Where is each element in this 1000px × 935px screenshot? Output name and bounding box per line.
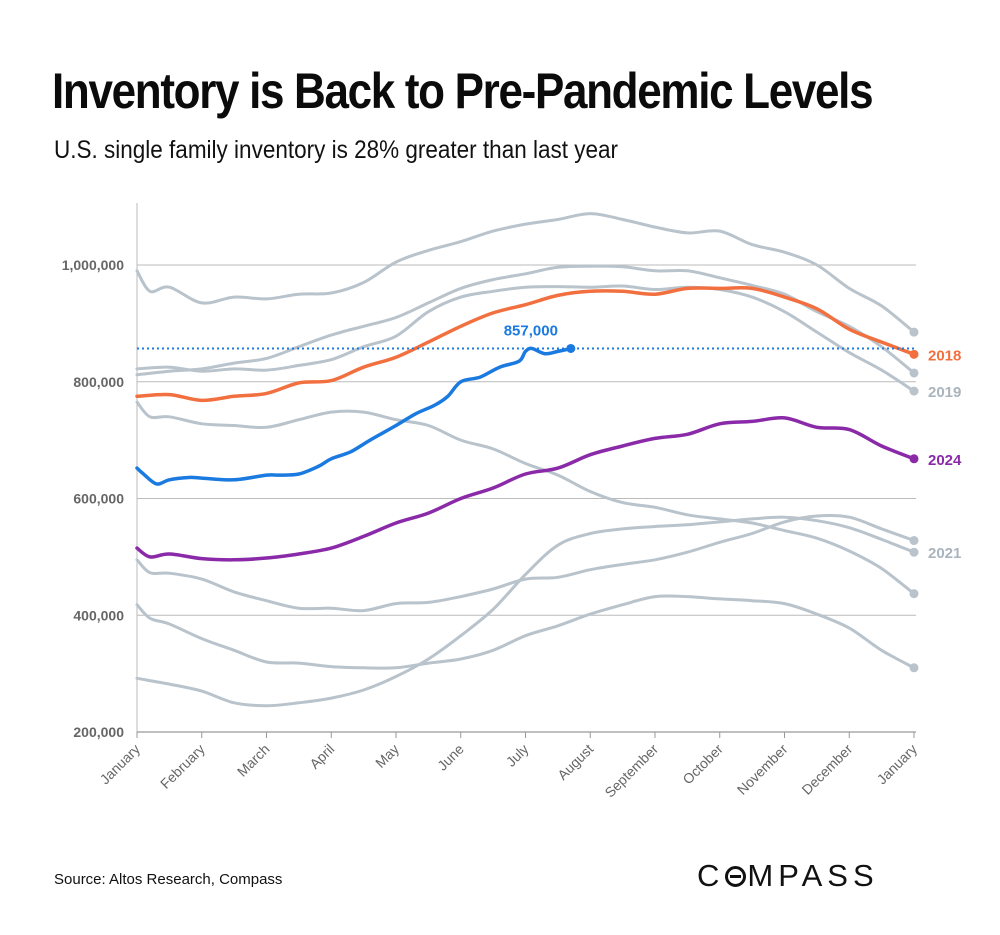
end-point-2024 bbox=[909, 454, 919, 464]
end-point-year-c bbox=[909, 589, 919, 599]
series-end-marks: 2019 2021 2024 2018 857,000 bbox=[504, 322, 962, 673]
x-tick-label: February bbox=[157, 741, 208, 792]
series-line-year-b bbox=[135, 264, 916, 377]
series-line-year-a bbox=[135, 212, 916, 334]
series-line-2025 bbox=[135, 346, 573, 486]
y-tick-label: 800,000 bbox=[73, 374, 124, 390]
series-line-year-e bbox=[135, 594, 916, 670]
y-tick-label: 400,000 bbox=[73, 607, 124, 623]
series-line-year-c bbox=[135, 400, 916, 596]
series-line-2024 bbox=[135, 416, 916, 562]
x-tick-label: January bbox=[874, 741, 921, 788]
end-point-year-e bbox=[909, 663, 919, 673]
reference-value-label: 857,000 bbox=[504, 322, 558, 339]
x-tick-label: March bbox=[234, 741, 273, 780]
x-tick-label: April bbox=[306, 741, 337, 772]
x-tick-label: January bbox=[97, 741, 144, 788]
end-point-2018 bbox=[909, 349, 919, 359]
series-lines bbox=[135, 212, 916, 708]
series-line-2021 bbox=[135, 515, 916, 708]
x-tick-label: December bbox=[798, 741, 855, 798]
x-tick-label: June bbox=[434, 741, 467, 774]
compass-logo: C MPASS bbox=[697, 858, 879, 893]
y-tick-label: 200,000 bbox=[73, 724, 124, 740]
chart-title: Inventory is Back to Pre-Pandemic Levels bbox=[52, 63, 874, 119]
y-tick-label: 600,000 bbox=[73, 491, 124, 507]
x-tick-label: November bbox=[734, 741, 791, 798]
end-point-year-a bbox=[909, 327, 919, 337]
x-tick-label: October bbox=[679, 741, 726, 788]
series-line-year-d bbox=[135, 513, 916, 613]
end-point-2025 bbox=[566, 343, 576, 353]
x-tick-label: May bbox=[372, 741, 402, 771]
end-label-2021: 2021 bbox=[928, 545, 961, 562]
series-line-2018 bbox=[135, 285, 916, 403]
end-label-2018: 2018 bbox=[928, 347, 961, 364]
source-note: Source: Altos Research, Compass bbox=[54, 871, 283, 888]
x-tick-label: July bbox=[503, 741, 532, 770]
end-point-year-d bbox=[909, 536, 919, 546]
end-label-2024: 2024 bbox=[928, 452, 962, 469]
x-axis: January February March April May June July Augu… bbox=[97, 731, 921, 801]
end-point-year-b bbox=[909, 368, 919, 378]
y-axis: 200,000 400,000 600,000 800,000 1,000,000 bbox=[62, 203, 138, 740]
end-point-2019 bbox=[909, 386, 919, 396]
x-tick-label: August bbox=[554, 741, 596, 783]
series-line-2019 bbox=[135, 284, 916, 393]
x-tick-label: September bbox=[601, 741, 661, 801]
end-point-2021 bbox=[909, 547, 919, 557]
chart-subtitle: U.S. single family inventory is 28% grea… bbox=[54, 136, 619, 164]
end-label-2019: 2019 bbox=[928, 384, 961, 401]
y-tick-label: 1,000,000 bbox=[62, 257, 124, 273]
